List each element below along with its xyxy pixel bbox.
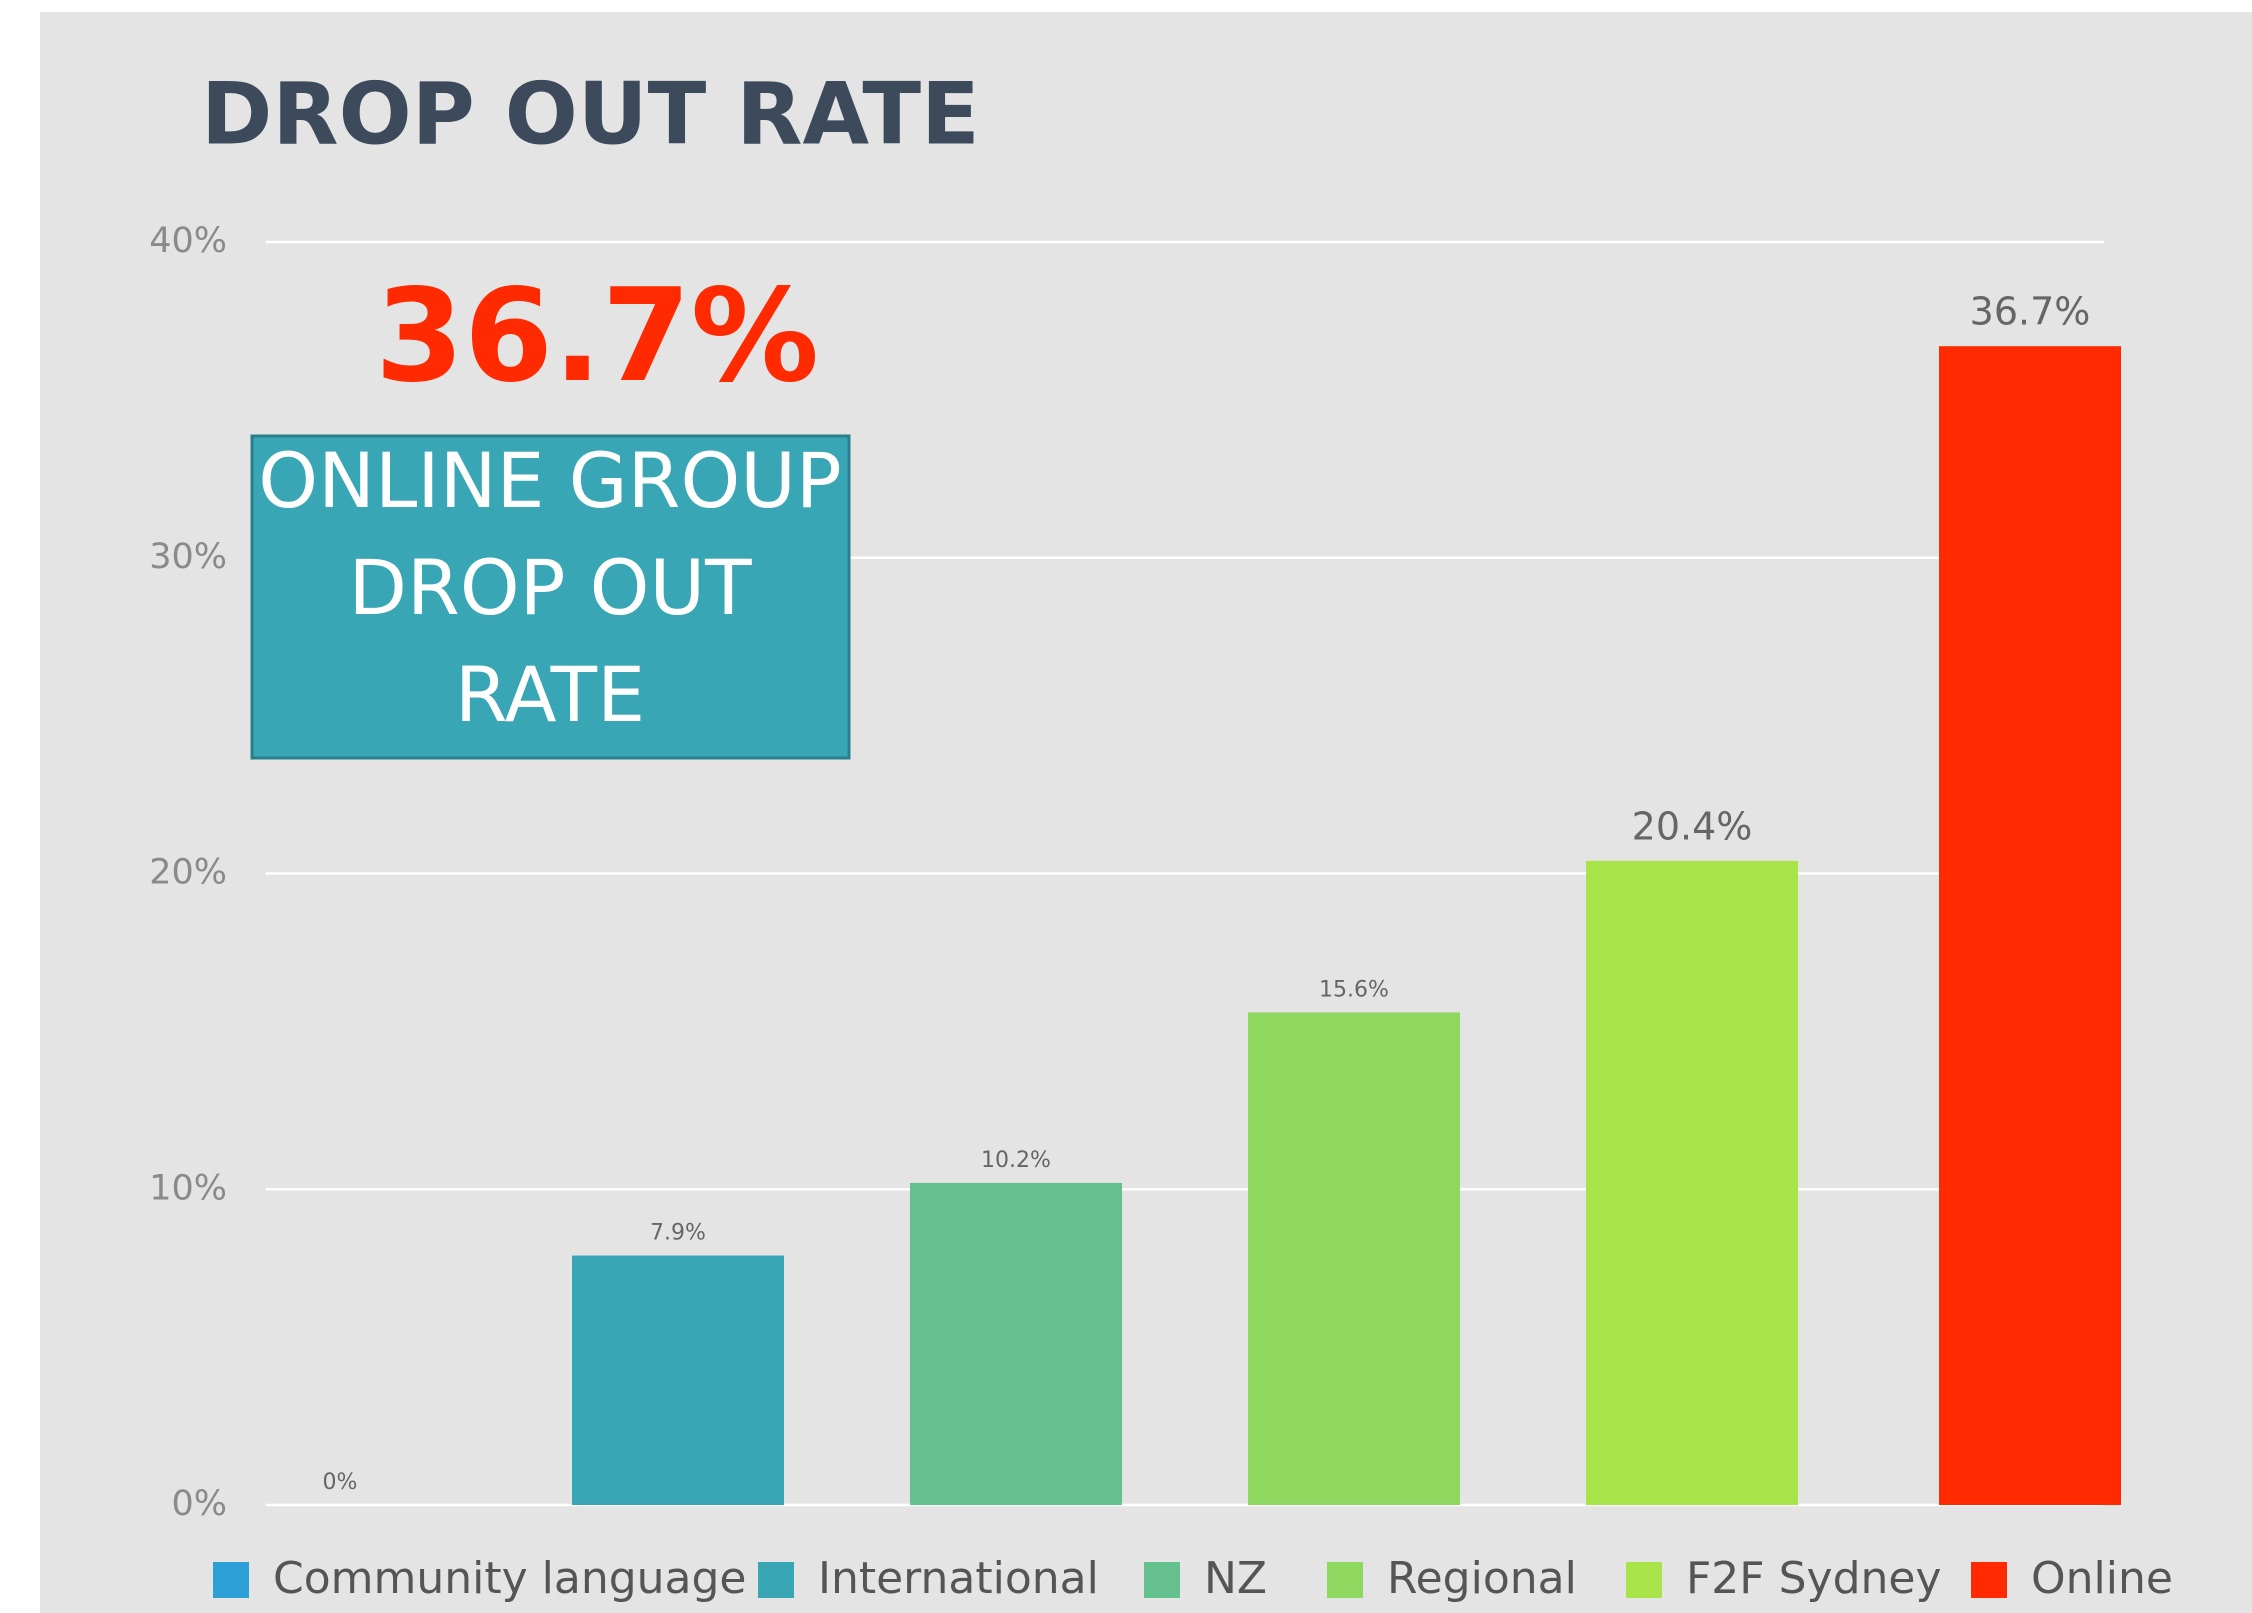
y-tick-label: 20% bbox=[149, 853, 227, 893]
chart-title: DROP OUT RATE bbox=[201, 64, 980, 164]
bar bbox=[1248, 1012, 1460, 1505]
legend-swatch bbox=[1327, 1562, 1363, 1598]
callout-box bbox=[250, 434, 851, 760]
bar bbox=[572, 1255, 784, 1505]
data-label: 36.7% bbox=[1970, 290, 2091, 334]
bar bbox=[1586, 860, 1798, 1505]
bar bbox=[910, 1182, 1122, 1505]
y-tick-label: 40% bbox=[149, 221, 227, 261]
callout-text: RATE bbox=[455, 650, 645, 739]
data-label: 20.4% bbox=[1632, 804, 1753, 848]
y-tick-label: 30% bbox=[149, 537, 227, 577]
legend-label: Regional bbox=[1387, 1553, 1577, 1604]
legend-label: International bbox=[818, 1553, 1099, 1604]
highlight-value: 36.7% bbox=[375, 262, 819, 411]
legend-swatch bbox=[213, 1562, 249, 1598]
legend-label: NZ bbox=[1204, 1553, 1267, 1604]
legend-swatch bbox=[1971, 1562, 2007, 1598]
data-label: 0% bbox=[323, 1470, 358, 1495]
legend-swatch bbox=[758, 1562, 794, 1598]
callout-text: DROP OUT bbox=[348, 543, 752, 632]
legend-swatch bbox=[1626, 1562, 1662, 1598]
legend-label: F2F Sydney bbox=[1686, 1553, 1942, 1604]
data-label: 10.2% bbox=[981, 1148, 1051, 1173]
callout-text: ONLINE GROUP bbox=[258, 436, 841, 525]
data-label: 7.9% bbox=[650, 1221, 706, 1246]
y-tick-label: 10% bbox=[149, 1168, 227, 1208]
y-tick-label: 0% bbox=[171, 1484, 227, 1524]
legend-swatch bbox=[1144, 1562, 1180, 1598]
bar bbox=[1939, 346, 2121, 1505]
chart-background bbox=[40, 12, 2252, 1613]
legend-label: Community language bbox=[273, 1553, 747, 1604]
data-label: 15.6% bbox=[1319, 977, 1389, 1002]
legend-label: Online bbox=[2031, 1553, 2173, 1604]
